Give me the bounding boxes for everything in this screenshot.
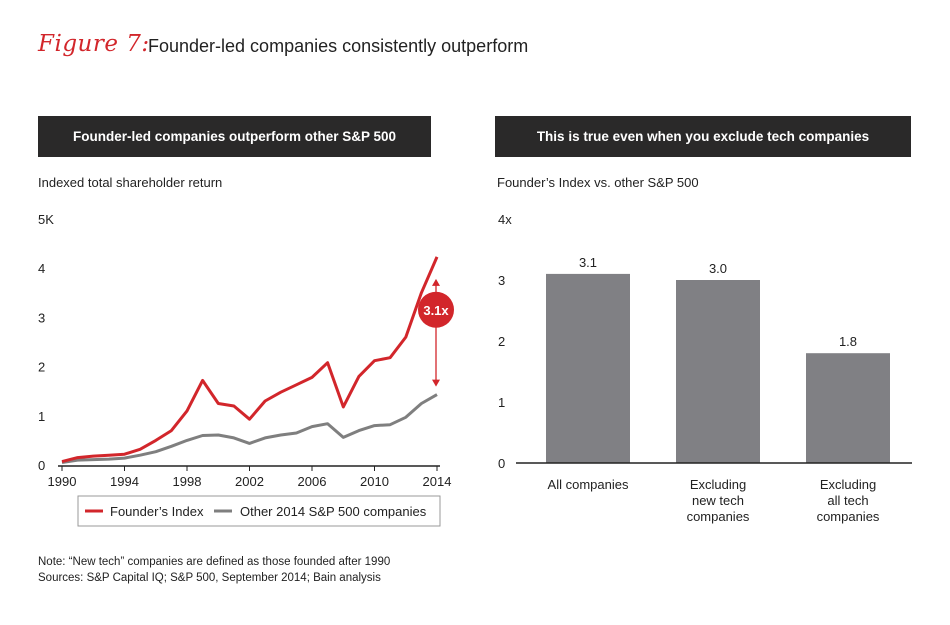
annotation-arrowhead-up — [432, 278, 440, 286]
x-tick-label: 1998 — [173, 474, 202, 489]
y-tick-label: 2 — [498, 334, 505, 349]
bar-value-label: 3.0 — [709, 261, 727, 276]
y-tick-label: 4 — [38, 261, 45, 276]
annotation-label: 3.1x — [423, 303, 449, 318]
legend-label-other: Other 2014 S&P 500 companies — [240, 504, 427, 519]
figure-title: Founder-led companies consistently outpe… — [148, 36, 529, 56]
founders-index-line — [61, 256, 439, 464]
line-chart: 0 1 2 3 4 5K 1990 1994 1998 2002 2006 2010 2014 3.1x F… — [38, 212, 454, 527]
y-tick-label: 4x — [498, 212, 512, 227]
y-tick-label: 2 — [38, 360, 45, 375]
category-label: companies — [817, 509, 880, 524]
category-label: all tech — [827, 493, 868, 508]
y-tick-label: 3 — [498, 273, 505, 288]
other-sp500-line — [61, 393, 438, 464]
left-panel-header: Founder-led companies outperform other S… — [38, 116, 431, 185]
y-tick-label: 1 — [38, 409, 45, 424]
category-label: Excluding — [820, 477, 876, 492]
annotation-badge — [418, 291, 454, 328]
bar-value-label: 1.8 — [839, 334, 857, 349]
category-label: companies — [687, 509, 750, 524]
legend-box — [77, 495, 441, 527]
y-tick-label: 0 — [498, 456, 505, 471]
category-label: new tech — [692, 493, 744, 508]
bar — [806, 353, 890, 463]
bar — [546, 273, 630, 463]
y-tick-label: 1 — [498, 395, 505, 410]
x-tick-label: 2010 — [360, 474, 389, 489]
x-tick-label: 1990 — [48, 474, 77, 489]
footnote: Note: “New tech” companies are defined a… — [38, 556, 391, 568]
x-tick-label: 2002 — [235, 474, 264, 489]
figure-label: Figure 7: — [38, 31, 150, 57]
category-label: All companies — [548, 477, 629, 492]
right-panel-subtitle: Founder’s Index vs. other S&P 500 — [497, 175, 699, 190]
x-tick-label: 2014 — [423, 474, 452, 489]
y-tick-label: 0 — [38, 458, 45, 473]
left-panel-subtitle: Indexed total shareholder return — [38, 175, 223, 190]
right-panel-header: This is true even when you exclude tech … — [495, 116, 911, 157]
x-tick-label: 2006 — [298, 474, 327, 489]
annotation-arrowhead-down — [432, 379, 440, 387]
sources: Sources: S&P Capital IQ; S&P 500, Septem… — [38, 572, 381, 584]
y-tick-label: 3 — [38, 310, 45, 325]
legend-label-founders: Founder’s Index — [110, 504, 204, 519]
category-label: Excluding — [690, 477, 746, 492]
y-tick-label: 5K — [38, 212, 54, 227]
x-tick-label: 1994 — [110, 474, 139, 489]
bar — [676, 280, 760, 463]
bar-value-label: 3.1 — [579, 255, 597, 270]
